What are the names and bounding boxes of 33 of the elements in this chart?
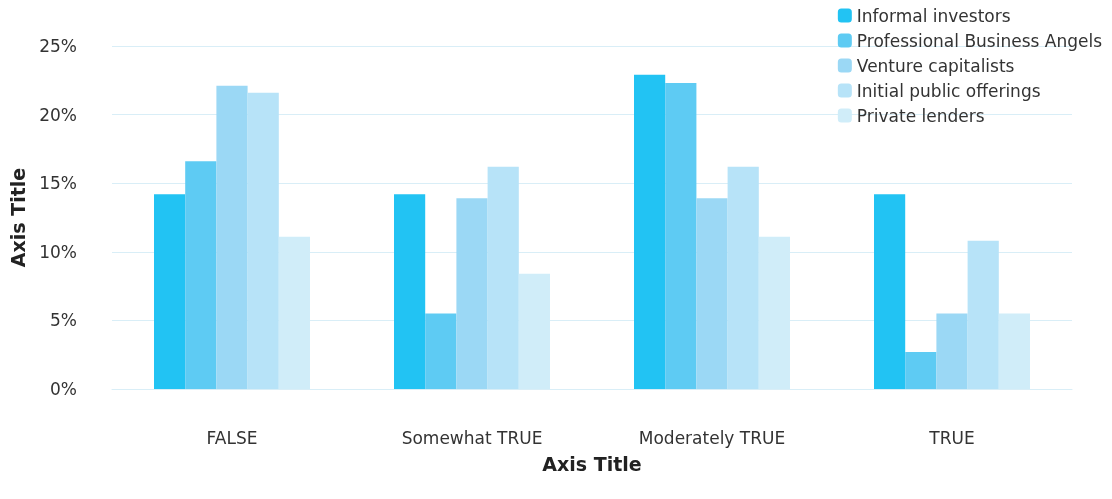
bar xyxy=(967,240,999,389)
y-tick-label: 20% xyxy=(39,104,77,125)
bar xyxy=(936,313,968,389)
bar xyxy=(247,92,279,389)
y-axis-title: Axis Title xyxy=(6,167,29,268)
legend-label: Informal investors xyxy=(856,5,1011,26)
bar xyxy=(727,166,759,389)
bar xyxy=(905,351,937,389)
bar xyxy=(456,198,488,389)
y-tick-label: 15% xyxy=(39,173,77,194)
x-tick-label: TRUE xyxy=(928,427,975,448)
bar xyxy=(874,194,906,389)
legend-label: Private lenders xyxy=(856,105,985,126)
bar xyxy=(696,198,728,389)
x-tick-label: FALSE xyxy=(206,427,258,448)
x-tick-label: Moderately TRUE xyxy=(638,427,786,448)
y-tick-label: 0% xyxy=(50,379,77,399)
bar xyxy=(425,313,457,389)
bar xyxy=(634,74,666,389)
y-tick-label: 5% xyxy=(50,310,77,331)
legend-label: Venture capitalists xyxy=(856,55,1015,76)
legend-label: Initial public offerings xyxy=(856,80,1041,101)
bar xyxy=(154,194,186,389)
y-tick-label: 10% xyxy=(39,241,77,262)
bar xyxy=(216,85,248,389)
bar xyxy=(185,161,217,389)
bar xyxy=(665,83,697,389)
legend-label: Professional Business Angels xyxy=(856,30,1103,51)
y-tick-label: 25% xyxy=(39,36,77,56)
bar xyxy=(487,166,519,389)
x-axis-title: Axis Title xyxy=(542,452,642,475)
x-tick-label: Somewhat TRUE xyxy=(401,427,543,448)
bar xyxy=(394,194,426,389)
